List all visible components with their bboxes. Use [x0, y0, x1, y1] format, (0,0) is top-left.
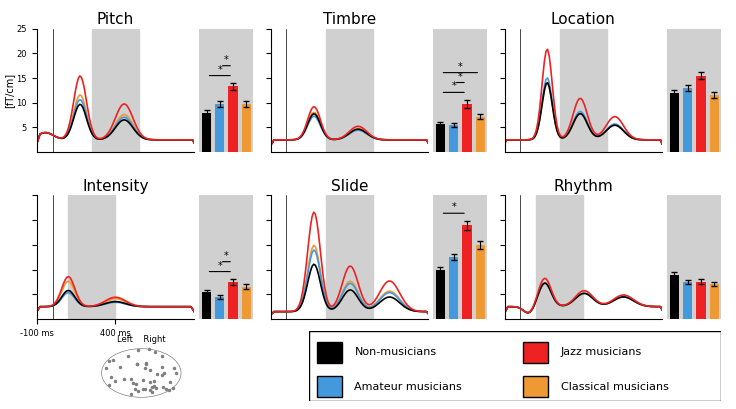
Title: Timbre: Timbre	[323, 12, 376, 27]
Bar	[536, 196, 584, 319]
Bar	[449, 257, 459, 319]
Text: *: *	[451, 81, 456, 91]
Text: *: *	[458, 72, 463, 81]
Bar	[436, 270, 445, 319]
Bar	[215, 104, 224, 152]
Bar	[68, 196, 116, 319]
Title: Slide: Slide	[330, 179, 368, 194]
Title: Location: Location	[551, 12, 616, 27]
Bar	[202, 292, 211, 319]
Bar	[462, 104, 472, 152]
FancyBboxPatch shape	[523, 342, 548, 363]
Bar	[696, 282, 706, 319]
Title: Pitch: Pitch	[97, 12, 134, 27]
Text: *: *	[458, 62, 463, 72]
Y-axis label: [fT/cm]: [fT/cm]	[4, 73, 14, 108]
Bar	[228, 282, 238, 319]
Text: *: *	[451, 202, 456, 212]
Bar	[670, 274, 679, 319]
Bar	[710, 95, 719, 152]
Bar	[475, 245, 485, 319]
Bar	[326, 196, 373, 319]
Bar	[683, 88, 693, 152]
Text: *: *	[224, 251, 229, 261]
Bar	[228, 86, 238, 152]
Bar	[449, 125, 459, 152]
Text: Jazz musicians: Jazz musicians	[561, 347, 642, 357]
FancyBboxPatch shape	[523, 376, 548, 398]
Text: Non-musicians: Non-musicians	[355, 347, 436, 357]
FancyBboxPatch shape	[317, 376, 342, 398]
Bar	[436, 124, 445, 152]
Bar	[696, 76, 706, 152]
Bar	[241, 104, 251, 152]
Bar	[475, 117, 485, 152]
Bar	[670, 93, 679, 152]
Bar	[560, 29, 607, 152]
Text: *: *	[224, 55, 229, 65]
Text: Classical musicians: Classical musicians	[561, 382, 668, 392]
Text: *: *	[217, 65, 222, 74]
Bar	[241, 287, 251, 319]
Title: Intensity: Intensity	[82, 179, 149, 194]
Bar	[710, 284, 719, 319]
FancyBboxPatch shape	[317, 342, 342, 363]
Text: *: *	[217, 261, 222, 271]
Bar	[202, 112, 211, 152]
Bar	[215, 297, 224, 319]
Bar	[326, 29, 373, 152]
Title: Rhythm: Rhythm	[553, 179, 613, 194]
Bar	[462, 225, 472, 319]
Bar	[683, 282, 693, 319]
Text: Left    Right: Left Right	[117, 335, 166, 344]
Bar	[92, 29, 139, 152]
Text: Amateur musicians: Amateur musicians	[355, 382, 462, 392]
